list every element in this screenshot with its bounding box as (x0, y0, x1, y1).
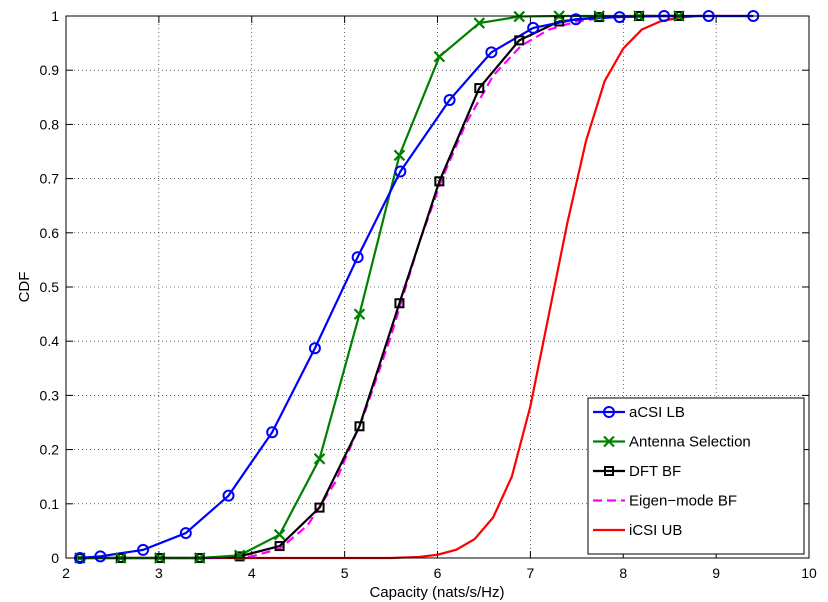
x-tick-label: 10 (801, 565, 817, 581)
series-acsi-lb-point (137, 543, 150, 556)
y-tick-label: 1 (51, 8, 59, 24)
series-dft-bf-point (274, 541, 285, 552)
series-acsi-lb-point (613, 11, 626, 24)
y-tick-label: 0.3 (40, 387, 60, 403)
series-dft-bf-point (354, 421, 365, 432)
x-tick-label: 8 (619, 565, 627, 581)
series-acsi-lb-point (351, 251, 364, 264)
series-acsi-lb-point (485, 46, 498, 59)
series-acsi-lb-point (394, 165, 407, 178)
series-dft-bf-point (314, 502, 325, 513)
legend-dft-bf-point (604, 466, 614, 476)
x-tick-label: 9 (712, 565, 720, 581)
series-eigen-mode-bf-line (79, 14, 679, 560)
legend-eigen-mode-bf-label: Eigen−mode BF (629, 493, 737, 510)
y-tick-label: 0.2 (40, 442, 60, 458)
x-axis-title: Capacity (nats/s/Hz) (369, 584, 504, 601)
series-dft-bf-point (514, 35, 525, 46)
series-dft-bf-point (234, 551, 245, 562)
plot-frame (65, 15, 810, 559)
y-tick-label: 0.8 (40, 116, 60, 132)
legend-dft-bf-label: DFT BF (629, 463, 681, 480)
legend-antenna-selection-point (603, 435, 615, 448)
x-tick-label: 3 (155, 565, 163, 581)
x-tick-label: 4 (248, 565, 256, 581)
series-acsi-lb-point (94, 550, 107, 563)
series-acsi-lb-point (569, 13, 582, 26)
series-dft-bf-point (474, 83, 485, 94)
series-antenna-selection-point (473, 17, 486, 29)
x-tick-label: 5 (341, 565, 349, 581)
y-tick-label: 0.6 (40, 225, 60, 241)
legend: aCSI LB Antenna Selection DFT BF Eigen−mode… (587, 397, 805, 555)
x-tick-label: 2 (62, 565, 70, 581)
series-dft-bf-point (394, 298, 405, 309)
legend-acsi-lb-point (603, 406, 615, 418)
series-icsi-ub-line (79, 14, 754, 560)
series-antenna-selection-point (273, 528, 286, 541)
series-acsi-lb-point (179, 527, 192, 540)
legend-icsi-ub-label: iCSI UB (629, 522, 682, 539)
series-acsi-lb-point (443, 94, 456, 107)
legend-acsi-lb-label: aCSI LB (629, 404, 685, 421)
y-tick-label: 0.4 (40, 333, 60, 349)
series-acsi-lb-point (222, 489, 235, 502)
series-acsi-lb-point (308, 342, 321, 355)
series-dft-bf-point (434, 176, 445, 187)
y-tick-label: 0.1 (40, 496, 60, 512)
series-acsi-lb-point (527, 21, 540, 34)
y-axis-title: CDF (16, 272, 33, 303)
series-antenna-selection-point (513, 10, 526, 23)
y-tick-label: 0.7 (40, 171, 60, 187)
y-tick-label: 0.9 (40, 62, 60, 78)
x-tick-label: 7 (526, 565, 534, 581)
series-antenna-selection-point (313, 453, 326, 465)
legend-box (587, 397, 805, 555)
x-tick-label: 6 (434, 565, 442, 581)
tick-labels: 2 3 4 5 6 7 8 9 10 0 0.1 0.2 0.3 0.4 0.5 0.6 0.7 0.8 0.9 1 (40, 8, 817, 581)
series-antenna-selection-point (393, 149, 406, 162)
y-tick-label: 0 (51, 550, 59, 566)
y-tick-label: 0.5 (40, 279, 60, 295)
series-antenna-selection-point (353, 308, 366, 320)
series-dft-bf-point (594, 12, 605, 23)
series-antenna-selection-point (433, 50, 446, 63)
series-antenna-selection-point (233, 549, 246, 562)
legend-antenna-selection-label: Antenna Selection (629, 434, 751, 451)
series-acsi-lb-point (266, 426, 279, 439)
